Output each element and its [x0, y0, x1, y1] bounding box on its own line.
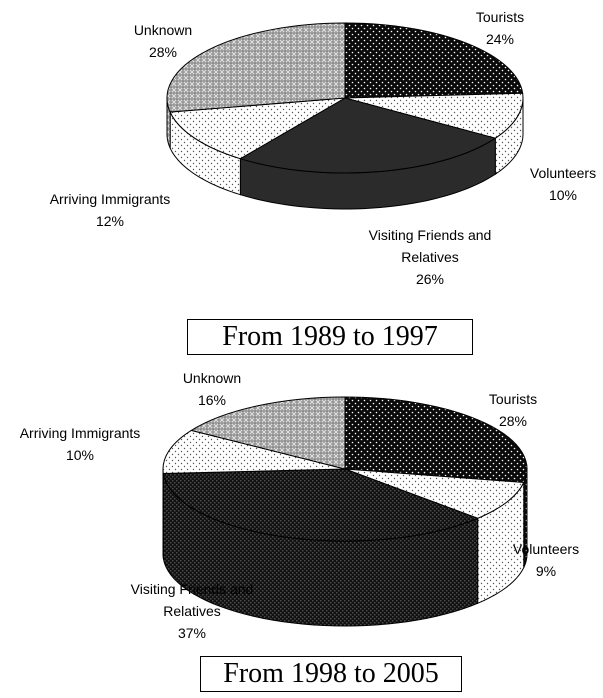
- pie-1-label-1: Volunteers 10%: [530, 165, 596, 203]
- pie-1-label-2: Visiting Friends and Relatives 26%: [369, 227, 492, 287]
- chart-layer: Tourists 24% Volunteers 10% Visiting Friends…: [20, 9, 596, 641]
- pie-1-slice-4: [166, 22, 346, 113]
- pie-2-sides: [162, 469, 528, 627]
- pie-1-slice-0: [344, 22, 524, 99]
- pie-2-slice-3: [162, 429, 346, 475]
- pie-2-label-0: Tourists 28%: [489, 391, 537, 429]
- pie-2-label-1: Volunteers 9%: [513, 541, 579, 579]
- pie-1-slice-3: [169, 97, 346, 160]
- pie-2-label-2: Visiting Friends and Relatives 37%: [131, 581, 254, 641]
- pie-2-label-3: Arriving Immigrants 10%: [20, 425, 141, 463]
- pie-2-slice-4: [190, 396, 346, 470]
- pie-chart-1: Tourists 24% Volunteers 10% Visiting Friends…: [50, 9, 596, 287]
- chart-1-title: From 1989 to 1997: [187, 319, 473, 355]
- pie-1-label-0: Tourists 24%: [476, 9, 524, 47]
- pie-2-slice-1: [344, 468, 525, 519]
- pie-2-slice-2: [162, 468, 480, 542]
- pie-2-slice-0: [344, 396, 528, 484]
- pie-1-label-4: Unknown 28%: [134, 22, 192, 60]
- pie-chart-2: Tourists 28% Volunteers 9% Visiting Friends …: [20, 370, 579, 641]
- pie-1-slice-2: [239, 97, 497, 174]
- pie-1-slice-1: [344, 92, 524, 139]
- pie-1-label-3: Arriving Immigrants 12%: [50, 191, 171, 229]
- pie-2-label-4: Unknown 16%: [183, 370, 241, 408]
- chart-2-title: From 1998 to 2005: [200, 656, 462, 692]
